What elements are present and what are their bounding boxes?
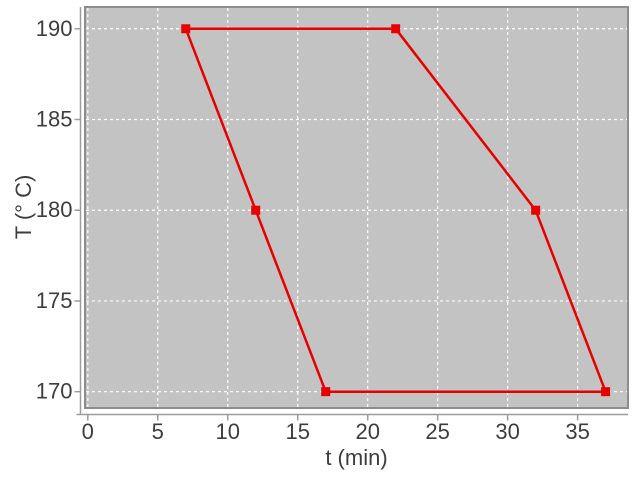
data-point-marker	[391, 24, 401, 34]
x-tick-label: 10	[216, 419, 240, 444]
y-tick-label: 180	[36, 197, 73, 222]
x-tick-label: 30	[495, 419, 519, 444]
x-tick-label: 5	[152, 419, 164, 444]
data-point-marker	[181, 24, 191, 34]
y-axis-title: T (° C)	[11, 174, 36, 240]
y-tick-label: 190	[36, 16, 73, 41]
x-tick-label: 20	[355, 419, 379, 444]
x-tick-label: 0	[82, 419, 94, 444]
plot-panel	[84, 6, 629, 409]
data-point-marker	[251, 205, 261, 215]
data-point-marker	[531, 205, 541, 215]
y-tick-label: 185	[36, 106, 73, 131]
data-point-marker	[601, 387, 611, 397]
data-point-marker	[321, 387, 331, 397]
x-tick-label: 35	[565, 419, 589, 444]
x-tick-label: 15	[285, 419, 309, 444]
y-tick-label: 175	[36, 288, 73, 313]
y-tick-label: 170	[36, 379, 73, 404]
x-tick-label: 25	[425, 419, 449, 444]
x-axis-title: t (min)	[325, 445, 388, 470]
